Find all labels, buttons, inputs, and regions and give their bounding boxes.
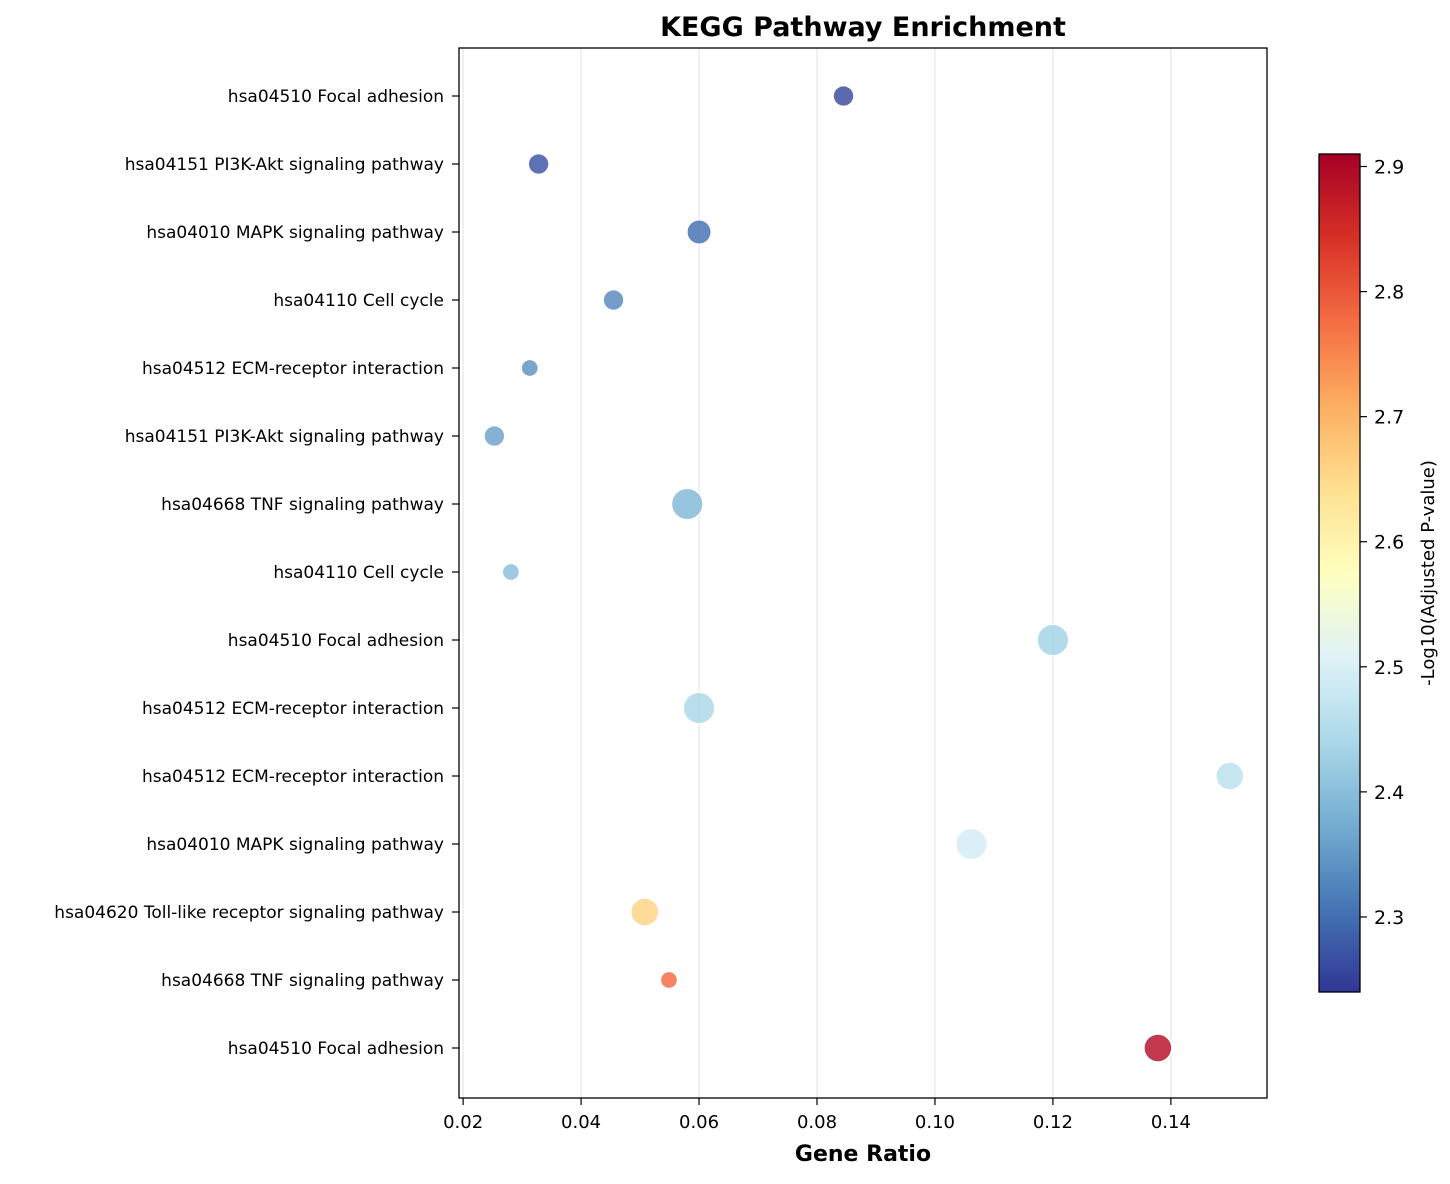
y-tick-label: hsa04512 ECM-receptor interaction <box>142 699 444 719</box>
data-point <box>670 487 704 521</box>
data-point <box>1143 1033 1173 1063</box>
x-axis-label: Gene Ratio <box>795 1142 931 1167</box>
colorbar-tick-label: 2.9 <box>1374 157 1404 179</box>
y-tick-label: hsa04668 TNF signaling pathway <box>161 495 444 515</box>
x-axis-ticks: 0.02 0.04 0.06 0.08 0.10 0.12 0.14 <box>443 1098 1191 1133</box>
colorbar-tick-label: 2.3 <box>1374 907 1404 929</box>
grid-lines <box>462 48 1172 1098</box>
y-tick-label: hsa04110 Cell cycle <box>273 563 444 583</box>
y-tick-label: hsa04510 Focal adhesion <box>228 87 444 107</box>
data-point <box>483 424 506 448</box>
colorbar-ticks: 2.3 2.4 2.5 2.6 2.7 2.8 2.9 <box>1360 157 1404 929</box>
y-tick-label: hsa04510 Focal adhesion <box>228 1039 444 1059</box>
data-point <box>1036 623 1070 657</box>
y-tick-label: hsa04010 MAPK signaling pathway <box>146 835 444 855</box>
y-tick-label: hsa04512 ECM-receptor interaction <box>142 767 444 787</box>
y-tick-label: hsa04110 Cell cycle <box>273 291 444 311</box>
y-tick-label: hsa04510 Focal adhesion <box>228 631 444 651</box>
colorbar-tick-label: 2.6 <box>1374 532 1404 554</box>
x-tick-label: 0.06 <box>679 1112 719 1133</box>
x-tick-label: 0.10 <box>915 1112 955 1133</box>
data-point <box>527 152 550 176</box>
x-tick-label: 0.12 <box>1033 1112 1073 1133</box>
data-point <box>659 970 679 990</box>
chart-title: KEGG Pathway Enrichment <box>660 12 1066 43</box>
colorbar-tick-label: 2.5 <box>1374 657 1404 679</box>
data-point <box>630 897 660 927</box>
y-tick-label: hsa04512 ECM-receptor interaction <box>142 359 444 379</box>
colorbar-tick-label: 2.4 <box>1374 782 1404 804</box>
data-point <box>520 358 540 378</box>
data-point <box>832 84 855 108</box>
data-point <box>602 288 625 312</box>
colorbar-tick-label: 2.7 <box>1374 407 1404 429</box>
y-tick-label: hsa04151 PI3K-Akt signaling pathway <box>125 427 444 447</box>
plot-frame <box>458 47 1268 1099</box>
data-point <box>501 562 521 582</box>
y-tick-label: hsa04010 MAPK signaling pathway <box>146 223 444 243</box>
x-tick-label: 0.14 <box>1151 1112 1191 1133</box>
x-tick-label: 0.02 <box>443 1112 483 1133</box>
x-tick-label: 0.04 <box>561 1112 601 1133</box>
y-axis-ticks: hsa04510 Focal adhesion hsa04151 PI3K-Akt… <box>54 87 459 1059</box>
y-tick-label: hsa04151 PI3K-Akt signaling pathway <box>125 155 444 175</box>
data-points <box>483 84 1245 1063</box>
colorbar-label: -Log10(Adjusted P-value) <box>1418 460 1439 686</box>
colorbar: 2.3 2.4 2.5 2.6 2.7 2.8 2.9 -Log10(Adjusted P-… <box>1318 153 1439 993</box>
y-tick-label: hsa04620 Toll-like receptor signaling pa… <box>54 903 444 923</box>
data-point <box>954 827 989 861</box>
colorbar-gradient <box>1318 153 1361 993</box>
data-point <box>1215 761 1245 791</box>
x-tick-label: 0.08 <box>797 1112 837 1133</box>
data-point <box>682 691 716 725</box>
y-tick-label: hsa04668 TNF signaling pathway <box>161 971 444 991</box>
colorbar-tick-label: 2.8 <box>1374 282 1404 304</box>
data-point <box>686 219 712 245</box>
